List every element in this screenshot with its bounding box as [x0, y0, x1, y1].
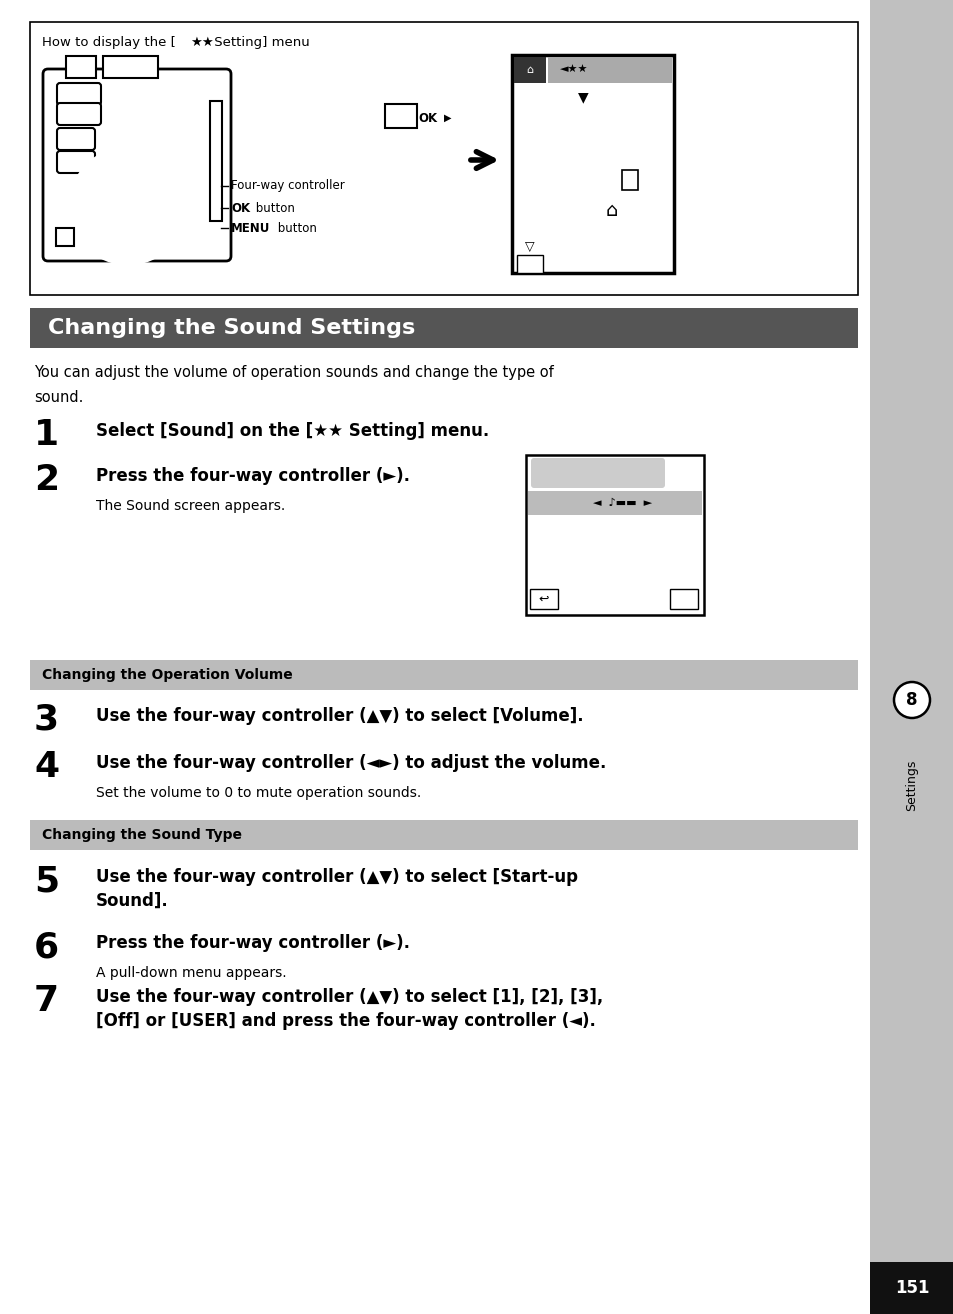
Bar [512, 55, 673, 273]
Text: Press the four-way controller (►).: Press the four-way controller (►). [96, 466, 410, 485]
Bar [56, 229, 74, 246]
Bar [30, 660, 857, 690]
Circle shape [98, 176, 158, 237]
Text: Settings: Settings [904, 759, 918, 811]
Bar [514, 57, 545, 83]
Text: ▶: ▶ [444, 113, 452, 124]
Text: MENU: MENU [231, 222, 270, 234]
Text: 8: 8 [905, 691, 917, 710]
Text: 3: 3 [34, 703, 59, 737]
Bar [103, 57, 158, 78]
Text: ◄  ♪▬▬  ►: ◄ ♪▬▬ ► [593, 498, 652, 509]
Text: 151: 151 [894, 1279, 928, 1297]
Text: 4: 4 [34, 750, 59, 784]
Text: Use the four-way controller (▲▼) to select [Volume].: Use the four-way controller (▲▼) to sele… [96, 707, 583, 725]
Bar [385, 104, 416, 127]
Text: OK: OK [418, 112, 437, 125]
Text: ⌂: ⌂ [526, 64, 533, 75]
Text: ↩: ↩ [538, 593, 549, 606]
Text: Set the volume to 0 to mute operation sounds.: Set the volume to 0 to mute operation so… [96, 786, 421, 800]
Text: 5: 5 [34, 865, 59, 897]
Bar [530, 589, 558, 608]
Text: button: button [274, 222, 316, 234]
Text: ◄★★: ◄★★ [559, 64, 588, 75]
Text: Setting] menu: Setting] menu [210, 35, 310, 49]
FancyBboxPatch shape [57, 151, 95, 173]
FancyBboxPatch shape [531, 459, 664, 487]
Bar [30, 22, 857, 296]
FancyBboxPatch shape [57, 127, 95, 150]
Text: [Off] or [USER] and press the four-way controller (◄).: [Off] or [USER] and press the four-way c… [96, 1012, 596, 1030]
Bar [30, 307, 857, 348]
Bar [869, 0, 953, 1314]
Text: Select [Sound] on the [★★ Setting] menu.: Select [Sound] on the [★★ Setting] menu. [96, 422, 489, 440]
Text: Changing the Sound Type: Changing the Sound Type [42, 828, 242, 842]
Bar [869, 1261, 953, 1314]
Bar [30, 820, 857, 850]
Text: 2: 2 [34, 463, 59, 497]
Text: Use the four-way controller (◄►) to adjust the volume.: Use the four-way controller (◄►) to adju… [96, 754, 606, 773]
Text: ★★: ★★ [190, 35, 213, 49]
Text: OK: OK [231, 201, 250, 214]
Text: Changing the Sound Settings: Changing the Sound Settings [48, 318, 415, 338]
Circle shape [405, 91, 458, 145]
Bar [525, 455, 703, 615]
Circle shape [83, 162, 172, 251]
Bar [669, 589, 698, 608]
Bar [517, 255, 542, 273]
Circle shape [60, 188, 76, 204]
Text: ⌂: ⌂ [605, 201, 618, 219]
Circle shape [70, 148, 186, 264]
Text: Sound].: Sound]. [96, 892, 169, 911]
Circle shape [893, 682, 929, 717]
Bar [66, 57, 96, 78]
Text: Use the four-way controller (▲▼) to select [1], [2], [3],: Use the four-way controller (▲▼) to sele… [96, 988, 602, 1007]
Text: ▼: ▼ [578, 89, 588, 104]
Bar [527, 491, 701, 515]
Text: You can adjust the volume of operation sounds and change the type of: You can adjust the volume of operation s… [34, 365, 553, 380]
Text: 7: 7 [34, 984, 59, 1018]
FancyBboxPatch shape [43, 70, 231, 261]
Text: button: button [252, 201, 294, 214]
Circle shape [116, 194, 140, 218]
Text: ▽: ▽ [525, 240, 535, 254]
Text: 1: 1 [34, 418, 59, 452]
Text: sound.: sound. [34, 390, 83, 405]
Text: Press the four-way controller (►).: Press the four-way controller (►). [96, 934, 410, 953]
Text: The Sound screen appears.: The Sound screen appears. [96, 499, 285, 512]
Bar [210, 101, 222, 221]
Bar [547, 57, 671, 83]
Bar [621, 170, 638, 191]
FancyBboxPatch shape [57, 102, 101, 125]
Text: How to display the [: How to display the [ [42, 35, 175, 49]
Text: A pull-down menu appears.: A pull-down menu appears. [96, 966, 286, 980]
FancyBboxPatch shape [57, 83, 101, 105]
Text: Use the four-way controller (▲▼) to select [Start-up: Use the four-way controller (▲▼) to sele… [96, 869, 578, 886]
Text: 6: 6 [34, 930, 59, 964]
Text: Four-way controller: Four-way controller [231, 180, 344, 192]
Text: Changing the Operation Volume: Changing the Operation Volume [42, 668, 293, 682]
